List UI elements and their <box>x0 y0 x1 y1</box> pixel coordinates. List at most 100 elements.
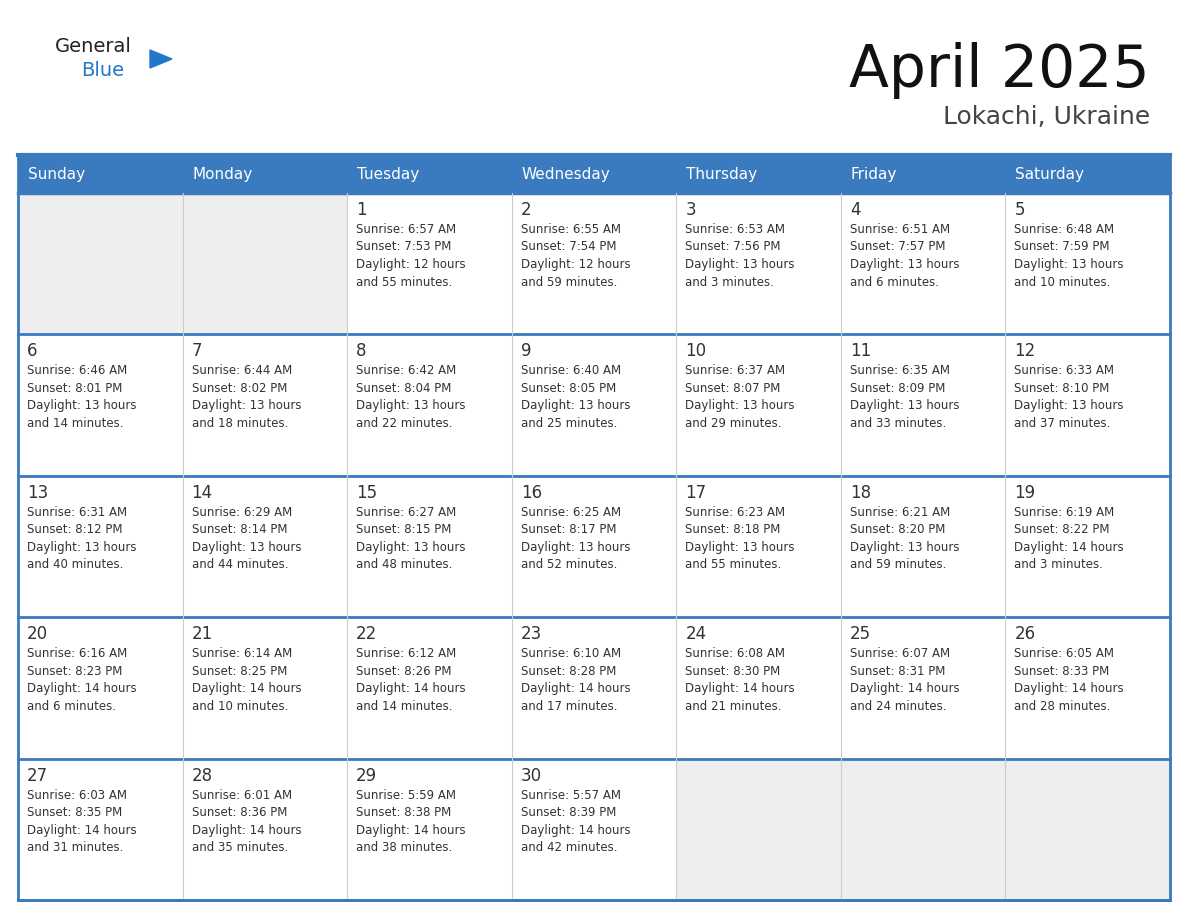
Text: Daylight: 13 hours: Daylight: 13 hours <box>1015 399 1124 412</box>
Text: 21: 21 <box>191 625 213 644</box>
Text: Sunrise: 6:21 AM: Sunrise: 6:21 AM <box>849 506 950 519</box>
Bar <box>841 758 1005 900</box>
Text: Sunset: 7:59 PM: Sunset: 7:59 PM <box>1015 241 1110 253</box>
Text: Sunrise: 6:42 AM: Sunrise: 6:42 AM <box>356 364 456 377</box>
Text: Daylight: 13 hours: Daylight: 13 hours <box>849 258 960 271</box>
Text: and 40 minutes.: and 40 minutes. <box>27 558 124 571</box>
Text: Saturday: Saturday <box>1016 166 1085 182</box>
Text: 28: 28 <box>191 767 213 785</box>
Text: Sunday: Sunday <box>29 166 86 182</box>
Text: and 10 minutes.: and 10 minutes. <box>1015 275 1111 288</box>
Text: Sunset: 8:25 PM: Sunset: 8:25 PM <box>191 665 287 677</box>
Text: and 21 minutes.: and 21 minutes. <box>685 700 782 712</box>
Text: and 44 minutes.: and 44 minutes. <box>191 558 287 571</box>
Text: and 59 minutes.: and 59 minutes. <box>520 275 617 288</box>
Text: and 14 minutes.: and 14 minutes. <box>356 700 453 712</box>
Bar <box>841 334 1005 476</box>
Text: and 38 minutes.: and 38 minutes. <box>356 841 453 854</box>
Bar <box>183 334 347 476</box>
Text: Sunrise: 6:07 AM: Sunrise: 6:07 AM <box>849 647 950 660</box>
Bar <box>183 476 347 617</box>
Text: Sunset: 8:20 PM: Sunset: 8:20 PM <box>849 523 946 536</box>
Text: Daylight: 12 hours: Daylight: 12 hours <box>520 258 631 271</box>
Bar <box>18 334 183 476</box>
Text: and 55 minutes.: and 55 minutes. <box>685 558 782 571</box>
Text: Sunrise: 6:33 AM: Sunrise: 6:33 AM <box>1015 364 1114 377</box>
Text: Sunset: 8:35 PM: Sunset: 8:35 PM <box>27 806 122 819</box>
Text: Sunrise: 6:46 AM: Sunrise: 6:46 AM <box>27 364 127 377</box>
Bar <box>347 758 512 900</box>
Text: 4: 4 <box>849 201 860 219</box>
Text: and 48 minutes.: and 48 minutes. <box>356 558 453 571</box>
Bar <box>18 617 183 758</box>
Bar <box>676 334 841 476</box>
Text: Sunset: 8:04 PM: Sunset: 8:04 PM <box>356 382 451 395</box>
Text: and 25 minutes.: and 25 minutes. <box>520 417 617 430</box>
Text: Daylight: 13 hours: Daylight: 13 hours <box>191 399 301 412</box>
Text: and 14 minutes.: and 14 minutes. <box>27 417 124 430</box>
Text: 10: 10 <box>685 342 707 361</box>
Bar <box>512 334 676 476</box>
Text: Sunrise: 6:12 AM: Sunrise: 6:12 AM <box>356 647 456 660</box>
Text: 13: 13 <box>27 484 49 502</box>
Text: 6: 6 <box>27 342 38 361</box>
Text: and 42 minutes.: and 42 minutes. <box>520 841 618 854</box>
Text: and 52 minutes.: and 52 minutes. <box>520 558 617 571</box>
Text: Daylight: 13 hours: Daylight: 13 hours <box>520 399 630 412</box>
Text: Thursday: Thursday <box>687 166 758 182</box>
Text: Daylight: 13 hours: Daylight: 13 hours <box>685 541 795 554</box>
Text: Sunset: 8:30 PM: Sunset: 8:30 PM <box>685 665 781 677</box>
Text: General: General <box>55 37 132 56</box>
Text: Sunset: 8:39 PM: Sunset: 8:39 PM <box>520 806 617 819</box>
Text: Sunrise: 6:10 AM: Sunrise: 6:10 AM <box>520 647 621 660</box>
Text: and 22 minutes.: and 22 minutes. <box>356 417 453 430</box>
Text: 26: 26 <box>1015 625 1036 644</box>
Text: Sunrise: 6:29 AM: Sunrise: 6:29 AM <box>191 506 292 519</box>
Text: Daylight: 14 hours: Daylight: 14 hours <box>520 682 631 695</box>
Text: Daylight: 14 hours: Daylight: 14 hours <box>27 682 137 695</box>
Bar <box>841 193 1005 334</box>
Text: Sunset: 8:18 PM: Sunset: 8:18 PM <box>685 523 781 536</box>
Text: 18: 18 <box>849 484 871 502</box>
Text: Sunset: 8:12 PM: Sunset: 8:12 PM <box>27 523 122 536</box>
Text: Daylight: 14 hours: Daylight: 14 hours <box>685 682 795 695</box>
Text: Sunrise: 6:23 AM: Sunrise: 6:23 AM <box>685 506 785 519</box>
Text: Sunrise: 6:14 AM: Sunrise: 6:14 AM <box>191 647 292 660</box>
Text: 23: 23 <box>520 625 542 644</box>
Bar <box>676 193 841 334</box>
Text: Sunrise: 6:40 AM: Sunrise: 6:40 AM <box>520 364 621 377</box>
Text: Daylight: 12 hours: Daylight: 12 hours <box>356 258 466 271</box>
Bar <box>347 476 512 617</box>
Text: Sunrise: 6:27 AM: Sunrise: 6:27 AM <box>356 506 456 519</box>
Text: Sunrise: 6:05 AM: Sunrise: 6:05 AM <box>1015 647 1114 660</box>
Text: and 18 minutes.: and 18 minutes. <box>191 417 287 430</box>
Text: Tuesday: Tuesday <box>358 166 419 182</box>
Text: and 29 minutes.: and 29 minutes. <box>685 417 782 430</box>
Bar <box>512 476 676 617</box>
Bar <box>18 155 1170 193</box>
Text: and 3 minutes.: and 3 minutes. <box>1015 558 1104 571</box>
Bar <box>676 476 841 617</box>
Bar <box>512 617 676 758</box>
Text: Sunset: 8:09 PM: Sunset: 8:09 PM <box>849 382 946 395</box>
Text: Sunset: 8:22 PM: Sunset: 8:22 PM <box>1015 523 1110 536</box>
Text: Sunset: 8:26 PM: Sunset: 8:26 PM <box>356 665 451 677</box>
Text: and 55 minutes.: and 55 minutes. <box>356 275 453 288</box>
Text: and 35 minutes.: and 35 minutes. <box>191 841 287 854</box>
Text: Sunrise: 5:59 AM: Sunrise: 5:59 AM <box>356 789 456 801</box>
Text: and 6 minutes.: and 6 minutes. <box>849 275 939 288</box>
Text: 3: 3 <box>685 201 696 219</box>
Bar <box>1005 758 1170 900</box>
Text: Daylight: 13 hours: Daylight: 13 hours <box>356 399 466 412</box>
Text: Sunset: 7:54 PM: Sunset: 7:54 PM <box>520 241 617 253</box>
Text: 20: 20 <box>27 625 49 644</box>
Text: 30: 30 <box>520 767 542 785</box>
Bar <box>183 617 347 758</box>
Bar <box>512 758 676 900</box>
Text: and 10 minutes.: and 10 minutes. <box>191 700 287 712</box>
Text: Sunrise: 6:44 AM: Sunrise: 6:44 AM <box>191 364 292 377</box>
Text: Sunrise: 6:31 AM: Sunrise: 6:31 AM <box>27 506 127 519</box>
Text: Sunset: 7:56 PM: Sunset: 7:56 PM <box>685 241 781 253</box>
Text: Sunrise: 6:08 AM: Sunrise: 6:08 AM <box>685 647 785 660</box>
Text: Sunrise: 6:35 AM: Sunrise: 6:35 AM <box>849 364 950 377</box>
